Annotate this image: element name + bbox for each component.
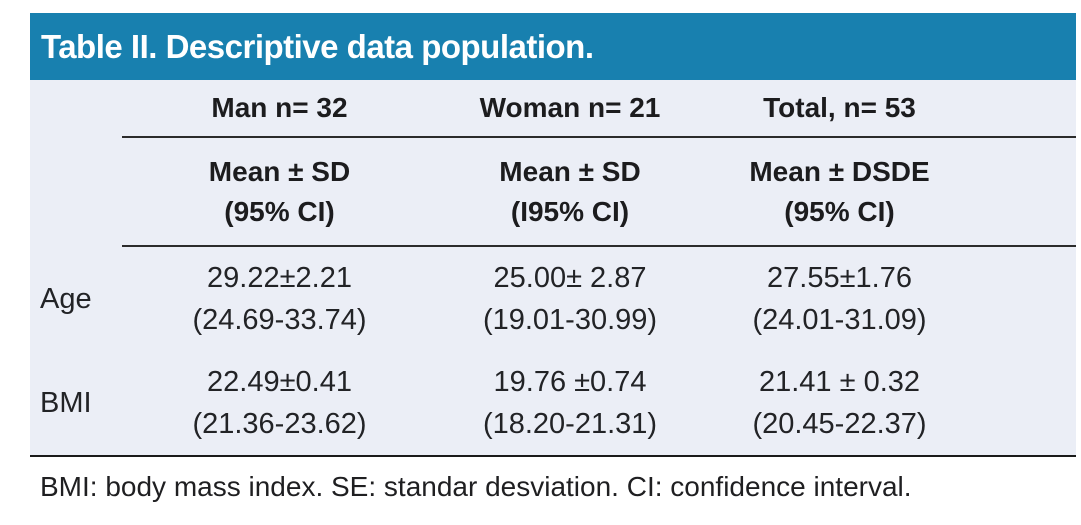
subheader-total-ci: (95% CI) xyxy=(784,195,895,227)
column-header-total: Total, n= 53 xyxy=(703,80,1076,138)
table-title: Table II. Descriptive data population. xyxy=(41,27,594,65)
row-label-age: Age xyxy=(40,282,92,315)
bmi-man-value: 22.49±0.41 xyxy=(207,366,352,398)
age-man-ci: (24.69-33.74) xyxy=(192,304,367,336)
bmi-total-cell: 21.41 ± 0.32 (20.45-22.37) xyxy=(703,351,1076,455)
table-card: Table II. Descriptive data population. M… xyxy=(30,13,1076,457)
bmi-total-ci: (20.45-22.37) xyxy=(752,408,927,440)
column-header-man: Man n= 32 xyxy=(122,80,437,138)
table-title-bar: Table II. Descriptive data population. xyxy=(30,13,1076,80)
column-header-woman: Woman n= 21 xyxy=(437,80,703,138)
age-woman-ci: (19.01-30.99) xyxy=(482,304,658,336)
age-woman-cell: 25.00± 2.87 (19.01-30.99) xyxy=(437,247,703,351)
bmi-woman-value: 19.76 ±0.74 xyxy=(493,366,647,398)
corner-cell xyxy=(30,138,122,247)
bmi-woman-ci: (18.20-21.31) xyxy=(482,408,658,440)
subheader-total-stat: Mean ± DSDE xyxy=(749,155,930,187)
subheader-woman-stat: Mean ± SD xyxy=(499,155,641,187)
subheader-man-ci: (95% CI) xyxy=(224,195,335,227)
bmi-woman-cell: 19.76 ±0.74 (18.20-21.31) xyxy=(437,351,703,455)
bmi-total-value: 21.41 ± 0.32 xyxy=(758,366,921,398)
subheader-woman: Mean ± SD (I95% CI) xyxy=(437,138,703,247)
age-man-value: 29.22±2.21 xyxy=(207,262,352,294)
column-header-row: Man n= 32 Woman n= 21 Total, n= 53 xyxy=(30,80,1076,138)
age-man-cell: 29.22±2.21 (24.69-33.74) xyxy=(122,247,437,351)
subheader-man: Mean ± SD (95% CI) xyxy=(122,138,437,247)
corner-cell xyxy=(30,80,122,138)
row-label-bmi: BMI xyxy=(40,386,92,419)
age-woman-value: 25.00± 2.87 xyxy=(493,262,647,294)
table-row-bmi: BMI 22.49±0.41 (21.36-23.62) 19.76 ±0.74… xyxy=(30,351,1076,455)
subheader-man-stat: Mean ± SD xyxy=(208,155,351,187)
bmi-man-ci: (21.36-23.62) xyxy=(192,408,367,440)
table-row-age: Age 29.22±2.21 (24.69-33.74) 25.00± 2.87… xyxy=(30,247,1076,351)
bmi-man-cell: 22.49±0.41 (21.36-23.62) xyxy=(122,351,437,455)
subheader-woman-ci: (I95% CI) xyxy=(510,195,630,227)
table-body: Man n= 32 Woman n= 21 Total, n= 53 Mean … xyxy=(30,80,1076,457)
subheader-total: Mean ± DSDE (95% CI) xyxy=(703,138,1076,247)
age-total-cell: 27.55±1.76 (24.01-31.09) xyxy=(703,247,1076,351)
age-total-value: 27.55±1.76 xyxy=(767,262,912,294)
table-footnote: BMI: body mass index. SE: standar desvia… xyxy=(40,471,912,502)
subheader-row: Mean ± SD (95% CI) Mean ± SD (I95% CI) M… xyxy=(30,138,1076,247)
age-total-ci: (24.01-31.09) xyxy=(752,304,927,336)
